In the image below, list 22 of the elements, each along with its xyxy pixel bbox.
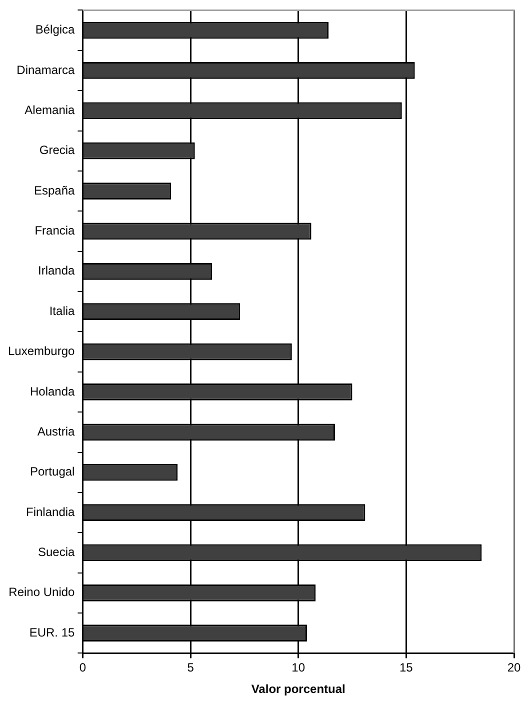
x-tick-label: 10 — [292, 660, 306, 675]
y-tick-label: Bélgica — [35, 22, 76, 37]
y-tick-label: Dinamarca — [16, 62, 76, 77]
y-tick-label: Reino Unido — [8, 585, 76, 600]
y-tick-label: Irlanda — [38, 264, 76, 278]
y-tick-label: Austria — [37, 424, 76, 438]
y-tick-label: Grecia — [39, 143, 76, 158]
y-tick-label: Francia — [34, 224, 76, 238]
y-tick-label: España — [34, 183, 76, 198]
y-tick-label: EUR. 15 — [29, 625, 76, 640]
y-tick-label: Luxemburgo — [8, 344, 76, 358]
y-tick-label: Finlandia — [26, 504, 76, 519]
x-tick-label: 20 — [507, 660, 521, 675]
y-tick-label: Suecia — [38, 545, 76, 560]
x-tick-label: 15 — [400, 660, 414, 675]
y-tick-label: Portugal — [30, 464, 75, 479]
y-tick-label: Holanda — [30, 384, 76, 398]
x-axis-title: Valor porcentual — [251, 682, 346, 696]
x-tick-label: 0 — [79, 660, 86, 675]
x-tick-label: 5 — [187, 660, 194, 675]
y-tick-label: Italia — [49, 304, 76, 318]
y-tick-label: Alemania — [24, 102, 76, 117]
